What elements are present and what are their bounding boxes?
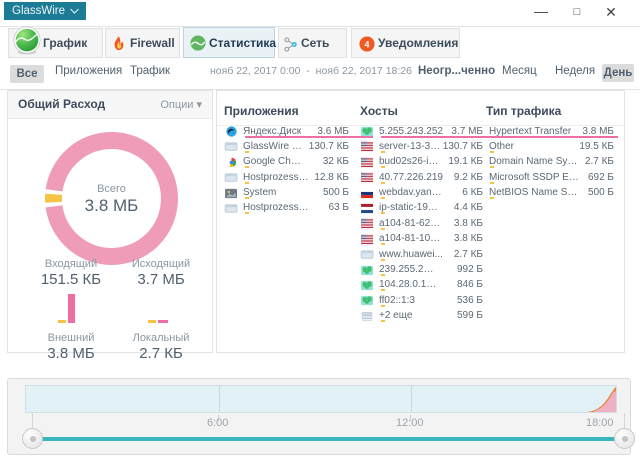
svg-text:Всего: Всего	[97, 183, 126, 195]
svg-text:4: 4	[365, 40, 370, 50]
svg-text:3.8 МБ: 3.8 МБ	[85, 196, 139, 215]
